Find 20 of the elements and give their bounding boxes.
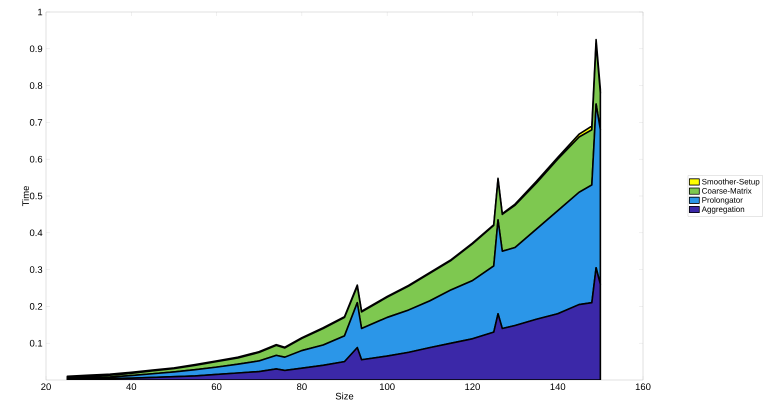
- x-tick-label: 60: [212, 383, 222, 390]
- x-axis-title: Size: [336, 392, 354, 400]
- x-tick-label: 100: [380, 383, 395, 390]
- y-tick-label: 0.3: [30, 266, 42, 273]
- x-tick-label: 120: [465, 383, 480, 390]
- x-tick-label: 160: [636, 383, 651, 390]
- y-tick-label: 0.6: [30, 156, 42, 163]
- x-tick-label: 80: [297, 383, 307, 390]
- y-axis-title: Time: [22, 186, 29, 206]
- y-tick-label: 0.2: [30, 303, 42, 310]
- y-tick-label: 1: [38, 8, 42, 16]
- x-tick-label: 40: [126, 383, 136, 390]
- y-tick-label: 0.1: [30, 340, 42, 347]
- y-tick-label: 0.7: [30, 119, 42, 126]
- y-tick-label: 0.9: [30, 45, 42, 52]
- y-tick-label: 0.5: [30, 192, 42, 200]
- y-tick-label: 0.4: [30, 229, 42, 236]
- y-tick-label: 0.8: [30, 82, 42, 89]
- x-tick-label: 140: [550, 383, 566, 390]
- x-tick-label: 20: [41, 383, 51, 390]
